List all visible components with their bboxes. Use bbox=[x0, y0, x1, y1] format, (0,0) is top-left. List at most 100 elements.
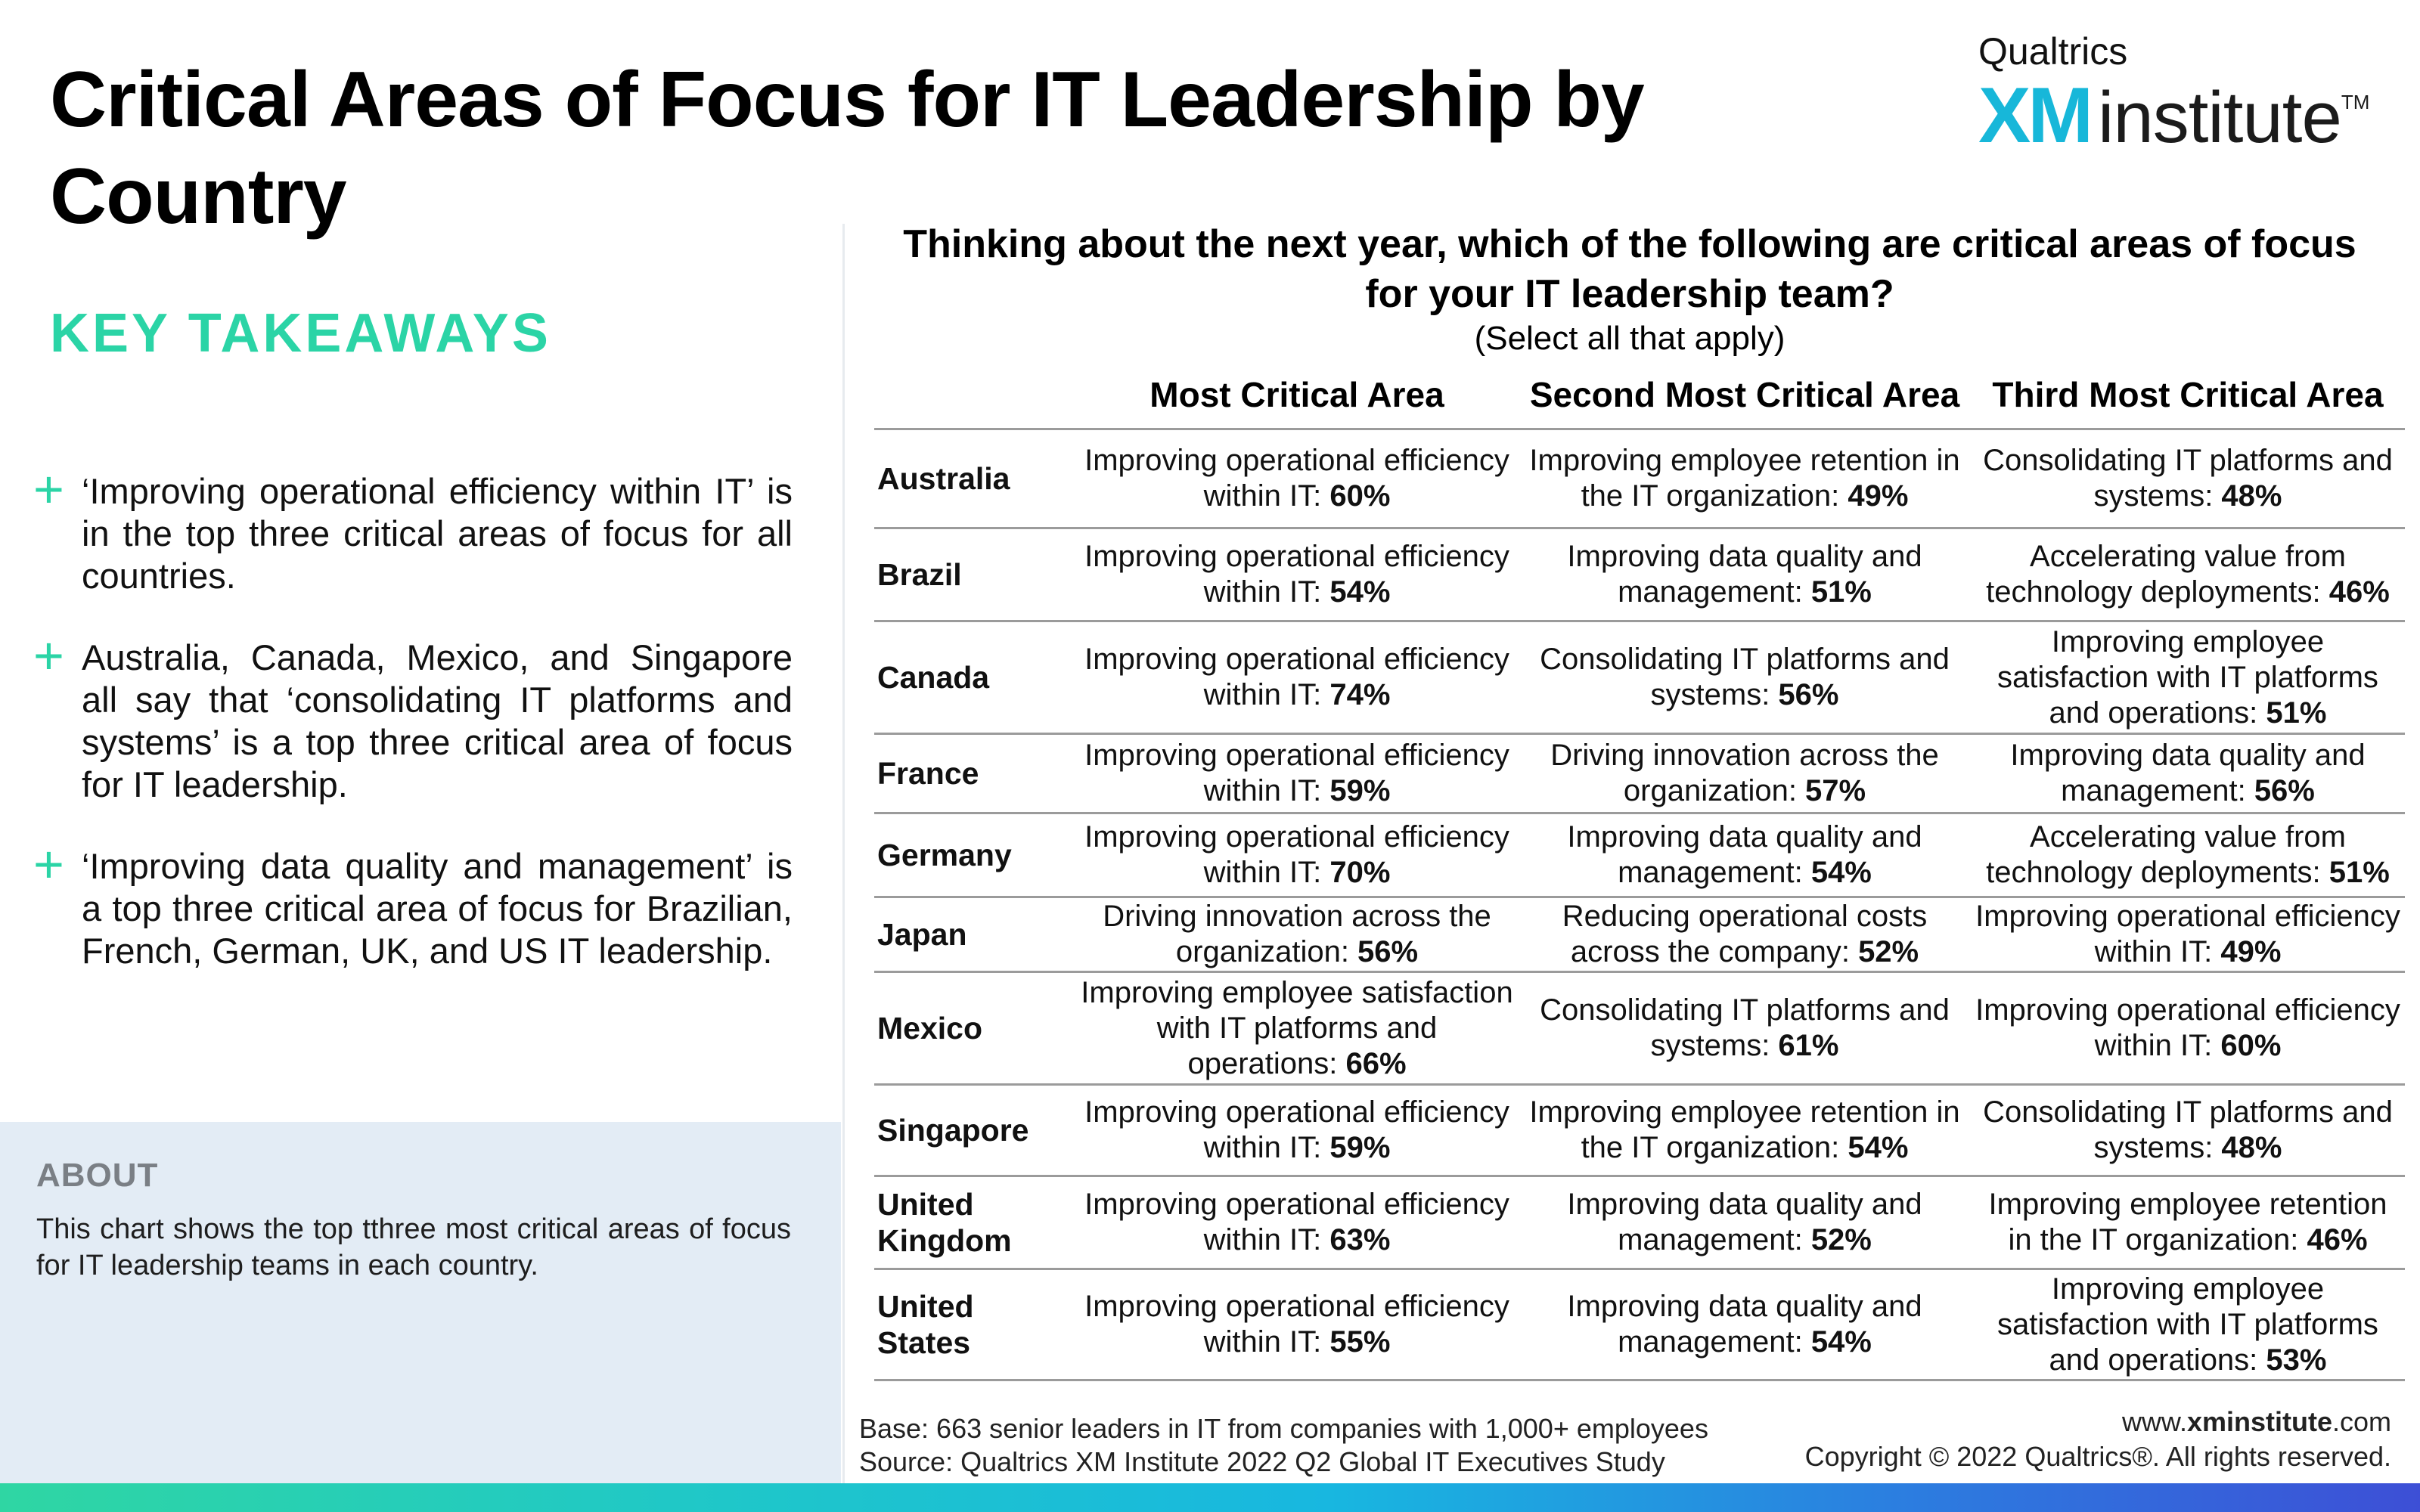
area-cell: Improving employee retention in the IT o… bbox=[1519, 1084, 1971, 1177]
area-cell: Consolidating IT platforms and systems: … bbox=[1519, 621, 1971, 735]
area-text: Improving employee satisfaction with IT … bbox=[1997, 624, 2378, 730]
area-percent: 56% bbox=[1778, 678, 1839, 711]
area-text: Reducing operational costs across the co… bbox=[1562, 900, 1928, 968]
table-row: France Improving operational efficiency … bbox=[874, 733, 2405, 814]
area-percent: 66% bbox=[1345, 1046, 1407, 1080]
area-text: Improving employee satisfaction with IT … bbox=[1081, 975, 1513, 1080]
area-cell: Consolidating IT platforms and systems: … bbox=[1971, 1084, 2405, 1177]
area-cell: Improving data quality and management: 5… bbox=[1519, 813, 1971, 898]
header-second-most-critical: Second Most Critical Area bbox=[1519, 361, 1971, 430]
area-percent: 48% bbox=[2221, 1131, 2282, 1164]
area-cell: Improving employee satisfaction with IT … bbox=[1971, 1269, 2405, 1381]
area-percent: 56% bbox=[1357, 935, 1419, 968]
website-link[interactable]: www.xminstitute.com bbox=[1805, 1405, 2391, 1439]
logo-wordmark: XM instituteTM bbox=[1978, 74, 2369, 160]
country-cell: United Kingdom bbox=[874, 1176, 1075, 1270]
area-percent: 59% bbox=[1329, 1131, 1391, 1164]
area-percent: 61% bbox=[1778, 1029, 1839, 1062]
area-percent: 52% bbox=[1858, 935, 1919, 968]
credit-block: www.xminstitute.com Copyright © 2022 Qua… bbox=[1805, 1405, 2391, 1474]
area-cell: Improving operational efficiency within … bbox=[1075, 1176, 1519, 1270]
plus-icon: + bbox=[33, 460, 64, 519]
area-cell: Driving innovation across the organizati… bbox=[1519, 733, 1971, 814]
table-row: United States Improving operational effi… bbox=[874, 1269, 2405, 1381]
area-text: Improving data quality and management: bbox=[1567, 1188, 1922, 1256]
table-row: Canada Improving operational efficiency … bbox=[874, 621, 2405, 735]
area-percent: 54% bbox=[1848, 1131, 1909, 1164]
table-row: Brazil Improving operational efficiency … bbox=[874, 528, 2405, 622]
about-panel: ABOUT This chart shows the top tthree mo… bbox=[0, 1122, 841, 1483]
area-percent: 59% bbox=[1329, 774, 1391, 807]
area-percent: 49% bbox=[1848, 479, 1909, 513]
table-row: Mexico Improving employee satisfaction w… bbox=[874, 971, 2405, 1086]
area-percent: 48% bbox=[2221, 479, 2282, 513]
key-takeaways-heading: KEY TAKEAWAYS bbox=[50, 303, 551, 364]
page-title: Critical Areas of Focus for IT Leadershi… bbox=[50, 56, 1645, 240]
area-percent: 60% bbox=[2220, 1029, 2282, 1062]
logo-institute-text: institute bbox=[2098, 77, 2342, 158]
area-text: Consolidating IT platforms and systems: bbox=[1983, 1095, 2393, 1164]
area-cell: Improving operational efficiency within … bbox=[1971, 971, 2405, 1086]
country-cell: Japan bbox=[874, 897, 1075, 973]
table-row: Germany Improving operational efficiency… bbox=[874, 813, 2405, 898]
base-source-note: Base: 663 senior leaders in IT from comp… bbox=[859, 1412, 1708, 1479]
country-cell: Australia bbox=[874, 429, 1075, 529]
area-text: Improving operational efficiency within … bbox=[1084, 444, 1509, 513]
area-cell: Improving operational efficiency within … bbox=[1075, 813, 1519, 898]
area-text: Driving innovation across the organizati… bbox=[1550, 739, 1939, 807]
area-cell: Improving operational efficiency within … bbox=[1075, 1269, 1519, 1381]
area-cell: Improving employee satisfaction with IT … bbox=[1075, 971, 1519, 1086]
area-percent: 56% bbox=[2254, 774, 2315, 807]
table-header-row: Most Critical Area Second Most Critical … bbox=[874, 361, 2405, 430]
survey-question-subtext: (Select all that apply) bbox=[1474, 320, 1786, 357]
area-cell: Improving data quality and management: 5… bbox=[1519, 528, 1971, 622]
key-takeaways-list: + ‘Improving operational efficiency with… bbox=[33, 463, 793, 1012]
plus-icon: + bbox=[33, 835, 64, 894]
area-text: Improving employee retention in the IT o… bbox=[1529, 444, 1960, 513]
area-percent: 55% bbox=[1329, 1325, 1391, 1359]
area-percent: 57% bbox=[1805, 774, 1866, 807]
area-text: Improving employee retention in the IT o… bbox=[1529, 1095, 1960, 1164]
table-row: Japan Driving innovation across the orga… bbox=[874, 897, 2405, 973]
area-percent: 51% bbox=[2328, 856, 2390, 889]
takeaway-item: + ‘Improving operational efficiency with… bbox=[33, 463, 793, 597]
area-percent: 70% bbox=[1329, 856, 1391, 889]
table-row: United Kingdom Improving operational eff… bbox=[874, 1176, 2405, 1270]
area-text: Improving operational efficiency within … bbox=[1084, 820, 1509, 889]
area-text: Improving data quality and management: bbox=[1567, 1290, 1922, 1359]
header-most-critical: Most Critical Area bbox=[1075, 361, 1519, 430]
area-text: Improving data quality and management: bbox=[2010, 739, 2366, 807]
area-percent: 60% bbox=[1329, 479, 1391, 513]
area-percent: 54% bbox=[1329, 575, 1391, 609]
area-percent: 51% bbox=[2266, 696, 2327, 730]
base-note: Base: 663 senior leaders in IT from comp… bbox=[859, 1413, 1708, 1444]
area-text: Improving data quality and management: bbox=[1567, 820, 1922, 889]
area-cell: Reducing operational costs across the co… bbox=[1519, 897, 1971, 973]
plus-icon: + bbox=[33, 626, 64, 685]
area-text: Accelerating value from technology deplo… bbox=[1986, 540, 2346, 609]
area-cell: Improving employee satisfaction with IT … bbox=[1971, 621, 2405, 735]
area-cell: Improving operational efficiency within … bbox=[1971, 897, 2405, 973]
takeaway-text: ‘Improving data quality and management’ … bbox=[82, 846, 793, 971]
area-text: Consolidating IT platforms and systems: bbox=[1983, 444, 2393, 513]
logo-qualtrics-text: Qualtrics bbox=[1978, 30, 2128, 73]
area-cell: Consolidating IT platforms and systems: … bbox=[1519, 971, 1971, 1086]
area-text: Consolidating IT platforms and systems: bbox=[1540, 993, 1950, 1062]
area-text: Improving operational efficiency within … bbox=[1084, 739, 1509, 807]
logo-tm-text: TM bbox=[2341, 91, 2370, 113]
area-percent: 54% bbox=[1810, 856, 1872, 889]
area-percent: 52% bbox=[1810, 1223, 1872, 1256]
header-third-most-critical: Third Most Critical Area bbox=[1971, 361, 2405, 430]
copyright-text: Copyright © 2022 Qualtrics®. All rights … bbox=[1804, 1441, 2391, 1472]
takeaway-item: + ‘Improving data quality and management… bbox=[33, 838, 793, 972]
area-text: Improving operational efficiency within … bbox=[1975, 900, 2400, 968]
area-text: Improving employee retention in the IT o… bbox=[1988, 1188, 2387, 1256]
country-cell: Brazil bbox=[874, 528, 1075, 622]
area-percent: 46% bbox=[2307, 1223, 2368, 1256]
about-heading: ABOUT bbox=[36, 1157, 159, 1194]
source-note: Source: Qualtrics XM Institute 2022 Q2 G… bbox=[859, 1446, 1665, 1477]
country-cell: United States bbox=[874, 1269, 1075, 1381]
area-text: Improving operational efficiency within … bbox=[1084, 540, 1509, 609]
country-cell: France bbox=[874, 733, 1075, 814]
area-text: Improving employee satisfaction with IT … bbox=[1997, 1272, 2378, 1377]
